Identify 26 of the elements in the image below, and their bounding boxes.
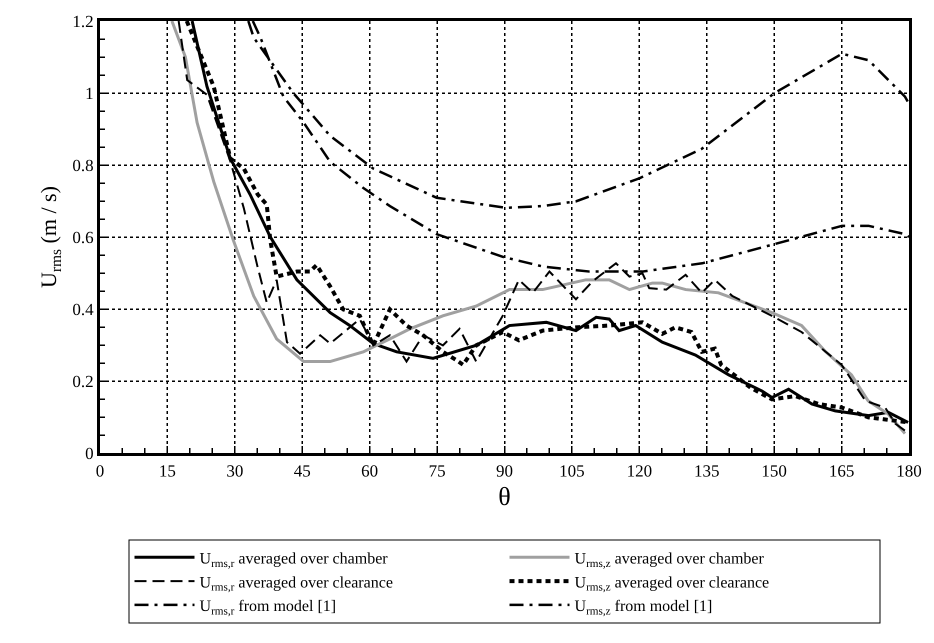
x-tick-label: 75 [428, 461, 446, 480]
legend-label: U$_{rms,z}$ averaged over clearance [574, 574, 770, 594]
y-tick-label: 0.6 [72, 228, 94, 247]
x-tick-label: 105 [559, 461, 585, 480]
y-tick-label: 0.4 [72, 300, 94, 319]
x-tick-label: 135 [694, 461, 720, 480]
y-tick-label: 0.8 [72, 156, 94, 175]
x-tick-label: 15 [158, 461, 176, 480]
x-tick-label: 165 [828, 461, 854, 480]
x-tick-label: 30 [226, 461, 244, 480]
legend-label: U$_{rms,r}$ averaged over chamber [200, 550, 388, 570]
y-tick-label: 0 [85, 444, 94, 463]
y-tick-label: 1.2 [72, 12, 94, 31]
legend-label: U$_{rms,r}$ averaged over clearance [200, 574, 393, 594]
legend-label: U$_{rms,r}$ from model [1] [200, 598, 336, 618]
legend-label: U$_{rms,z}$ from model [1] [574, 598, 712, 618]
y-tick-label: 1 [85, 84, 94, 103]
x-tick-label: 150 [761, 461, 787, 480]
x-tick-label: 120 [626, 461, 652, 480]
x-tick-label: 90 [496, 461, 513, 480]
x-axis-title: θ [498, 482, 511, 512]
y-tick-label: 0.2 [72, 372, 94, 391]
x-tick-label: 60 [361, 461, 378, 480]
legend-label: U$_{rms,z}$ averaged over chamber [574, 550, 765, 570]
x-tick-label: 45 [294, 461, 311, 480]
x-tick-label: 180 [896, 461, 922, 480]
